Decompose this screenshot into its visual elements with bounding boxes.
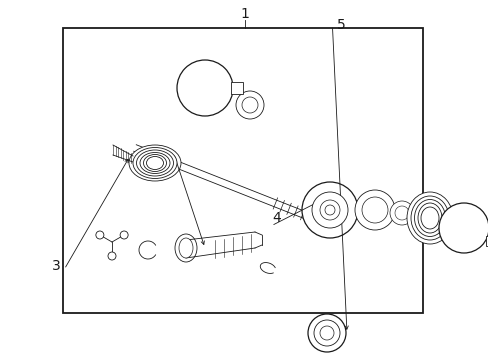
Bar: [63, 28, 422, 313]
Circle shape: [307, 314, 346, 352]
Text: 5: 5: [337, 18, 346, 32]
Circle shape: [394, 206, 408, 220]
Ellipse shape: [410, 196, 448, 240]
Ellipse shape: [179, 238, 193, 258]
Circle shape: [302, 182, 357, 238]
Circle shape: [389, 201, 413, 225]
Circle shape: [311, 192, 347, 228]
Ellipse shape: [417, 203, 441, 233]
Text: 2: 2: [164, 152, 173, 165]
Circle shape: [108, 252, 116, 260]
Ellipse shape: [175, 234, 197, 262]
Circle shape: [242, 97, 258, 113]
Ellipse shape: [414, 199, 445, 237]
Bar: [230, 82, 243, 94]
Ellipse shape: [136, 150, 173, 176]
Ellipse shape: [129, 145, 181, 181]
Circle shape: [438, 203, 488, 253]
Circle shape: [325, 205, 334, 215]
Text: 4: 4: [271, 211, 280, 225]
Circle shape: [319, 326, 333, 340]
Text: 3: 3: [52, 260, 61, 273]
Ellipse shape: [143, 154, 166, 171]
Circle shape: [313, 320, 339, 346]
Circle shape: [236, 91, 264, 119]
Circle shape: [354, 190, 394, 230]
Ellipse shape: [406, 192, 452, 244]
Bar: [485, 236, 488, 246]
Circle shape: [319, 200, 339, 220]
Ellipse shape: [133, 148, 177, 179]
Circle shape: [177, 60, 232, 116]
Ellipse shape: [146, 157, 163, 170]
Ellipse shape: [420, 207, 438, 229]
Text: 1: 1: [240, 7, 249, 21]
Ellipse shape: [140, 153, 170, 174]
Circle shape: [120, 231, 128, 239]
Circle shape: [96, 231, 103, 239]
Circle shape: [361, 197, 387, 223]
